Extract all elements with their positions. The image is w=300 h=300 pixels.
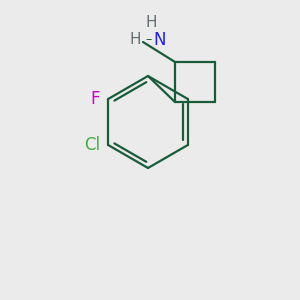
Text: F: F xyxy=(91,90,100,108)
Text: H: H xyxy=(130,32,141,47)
Text: H: H xyxy=(145,15,157,30)
Text: –: – xyxy=(145,34,151,46)
Text: Cl: Cl xyxy=(84,136,100,154)
Text: N: N xyxy=(153,31,166,49)
